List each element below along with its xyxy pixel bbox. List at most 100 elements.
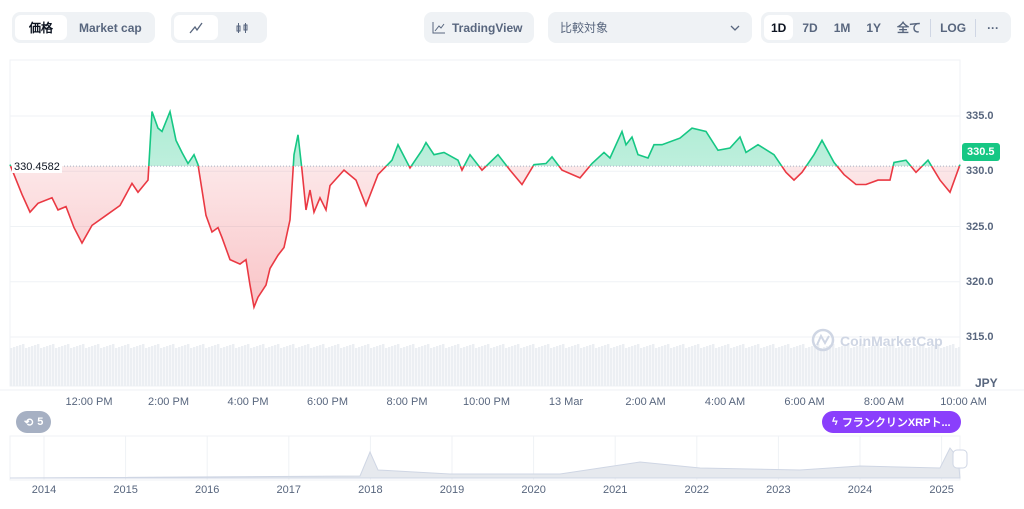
volume-bar xyxy=(532,344,535,386)
range-all[interactable]: 全て xyxy=(897,21,922,35)
volume-bar xyxy=(139,345,142,386)
volume-bar xyxy=(631,346,634,386)
volume-bar xyxy=(811,346,814,386)
volume-bar xyxy=(292,344,295,386)
volume-bar xyxy=(475,348,478,386)
range-1d[interactable]: 1D xyxy=(764,15,794,40)
volume-bar xyxy=(703,347,706,386)
volume-bar xyxy=(556,346,559,386)
volume-bar xyxy=(643,347,646,386)
volume-bars xyxy=(10,344,961,386)
volume-bar xyxy=(511,346,514,386)
volume-bar xyxy=(373,347,376,386)
open-price-label: 330.4582 xyxy=(12,161,62,173)
volume-bar xyxy=(649,345,652,386)
navigator-year-label: 2022 xyxy=(684,484,710,496)
volume-bar xyxy=(589,345,592,386)
volume-bar xyxy=(520,348,523,386)
tab-price[interactable]: 価格 xyxy=(15,15,67,40)
area-above-baseline xyxy=(10,111,960,167)
more-button[interactable]: ··· xyxy=(987,20,1000,35)
volume-bar xyxy=(364,345,367,386)
volume-bar xyxy=(916,346,919,386)
volume-bar xyxy=(76,346,79,386)
volume-bar xyxy=(799,345,802,386)
tab-market-cap[interactable]: Market cap xyxy=(79,20,142,35)
volume-bar xyxy=(343,347,346,386)
volume-bar xyxy=(823,347,826,386)
log-button[interactable]: LOG xyxy=(940,20,967,35)
navigator-year-label: 2016 xyxy=(194,484,220,496)
volume-bar xyxy=(769,345,772,386)
volume-bar xyxy=(682,344,685,386)
candlestick-button[interactable] xyxy=(220,15,264,40)
range-selector: 1D 7D 1M 1Y 全て LOG ··· xyxy=(761,12,1012,43)
volume-bar xyxy=(748,347,751,386)
volume-bar xyxy=(136,346,139,386)
volume-bar xyxy=(403,347,406,386)
compare-placeholder: 比較対象 xyxy=(560,21,609,35)
compare-select[interactable]: 比較対象 xyxy=(548,12,752,43)
volume-bar xyxy=(817,344,820,386)
volume-bar xyxy=(574,345,577,386)
volume-bar xyxy=(559,345,562,386)
navigator-year-label: 2023 xyxy=(766,484,791,496)
volume-bar xyxy=(166,346,169,386)
volume-bar xyxy=(178,347,181,386)
volume-bar xyxy=(397,344,400,386)
volume-bar xyxy=(55,348,58,386)
volume-bar xyxy=(598,347,601,386)
line-chart-button[interactable] xyxy=(174,15,218,40)
volume-bar xyxy=(715,348,718,386)
volume-bar xyxy=(592,344,595,386)
volume-bar xyxy=(277,344,280,386)
volume-bar xyxy=(595,348,598,386)
tradingview-button[interactable]: TradingView xyxy=(424,12,535,43)
range-7d[interactable]: 7D xyxy=(802,20,818,35)
volume-bar xyxy=(28,347,31,386)
range-1m[interactable]: 1M xyxy=(833,20,851,35)
volume-bar xyxy=(796,346,799,386)
watermark-logo xyxy=(811,328,835,352)
volume-bar xyxy=(103,347,106,386)
volume-bar xyxy=(421,346,424,386)
volume-bar xyxy=(352,344,355,386)
volume-bar xyxy=(673,347,676,386)
volume-bar xyxy=(874,345,877,386)
volume-bar xyxy=(529,345,532,386)
history-badge[interactable]: ⟲ 5 xyxy=(16,411,52,433)
tradingview-icon xyxy=(432,21,445,33)
range-1y[interactable]: 1Y xyxy=(866,20,882,35)
event-text: フランクリンXRPト... xyxy=(841,417,951,429)
volume-bar xyxy=(679,345,682,386)
navigator-year-label: 2025 xyxy=(929,484,954,496)
volume-bar xyxy=(544,345,547,386)
divider xyxy=(975,18,977,37)
volume-bar xyxy=(361,346,364,386)
event-badge[interactable]: ϟ フランクリンXRPト... xyxy=(822,411,961,433)
volume-bar xyxy=(766,346,769,386)
volume-bar xyxy=(295,348,298,386)
volume-bar xyxy=(172,344,175,386)
volume-bar xyxy=(418,347,421,386)
navigator-handle[interactable] xyxy=(952,449,968,469)
x-tick-label: 2:00 AM xyxy=(625,396,666,408)
volume-bar xyxy=(457,344,460,386)
volume-bar xyxy=(853,347,856,386)
volume-bar xyxy=(637,344,640,386)
volume-bar xyxy=(25,348,28,386)
volume-bar xyxy=(844,345,847,386)
volume-bar xyxy=(739,345,742,386)
volume-bar xyxy=(958,347,961,386)
volume-bar xyxy=(199,345,202,386)
volume-bar xyxy=(772,344,775,386)
navigator-year-label: 2014 xyxy=(31,484,57,496)
volume-bar xyxy=(808,347,811,386)
volume-bar xyxy=(211,346,214,386)
volume-bar xyxy=(883,347,886,386)
volume-bar xyxy=(94,345,97,386)
volume-bar xyxy=(691,346,694,386)
volume-bar xyxy=(553,347,556,386)
volume-bar xyxy=(502,344,505,386)
